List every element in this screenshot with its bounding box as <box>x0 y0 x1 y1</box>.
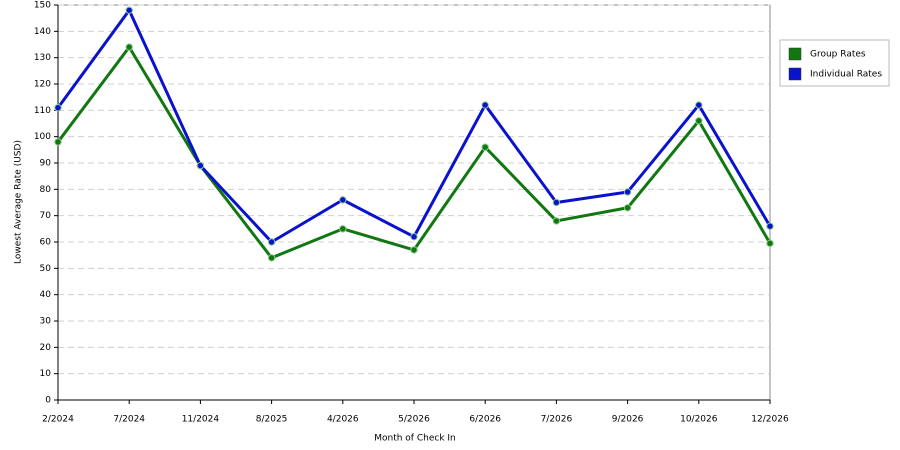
y-tick-label: 20 <box>40 343 52 353</box>
data-point <box>339 196 347 204</box>
y-axis-label: Lowest Average Rate (USD) <box>14 140 24 264</box>
y-tick-label: 70 <box>40 211 52 221</box>
data-point <box>481 101 489 109</box>
data-point <box>267 238 276 246</box>
y-tick-label: 30 <box>40 317 52 327</box>
data-point <box>481 143 489 151</box>
data-point <box>196 161 205 170</box>
y-tick-label: 110 <box>34 106 51 116</box>
legend-label: Group Rates <box>810 50 866 60</box>
x-tick-label: 10/2026 <box>680 415 718 425</box>
x-axis-label: Month of Check In <box>374 434 456 444</box>
y-tick-label: 10 <box>40 369 52 379</box>
y-tick-label: 40 <box>40 290 52 300</box>
y-tick-label: 100 <box>34 132 51 142</box>
data-point <box>766 239 774 248</box>
data-point <box>54 138 62 146</box>
data-point <box>339 225 347 233</box>
data-point <box>695 101 703 109</box>
y-tick-label: 140 <box>34 27 51 37</box>
data-point <box>695 117 703 125</box>
data-point <box>54 104 62 112</box>
y-tick-label: 50 <box>40 264 52 274</box>
data-point <box>552 198 561 207</box>
legend-swatch <box>788 67 802 81</box>
x-tick-label: 5/2026 <box>398 415 430 425</box>
y-tick-label: 0 <box>45 396 51 406</box>
data-point <box>623 204 632 212</box>
data-point <box>125 43 133 51</box>
data-point <box>125 6 133 14</box>
data-point <box>267 254 276 262</box>
plot-area <box>57 4 771 401</box>
y-tick-label: 80 <box>40 185 52 195</box>
data-point <box>623 188 632 196</box>
x-tick-label: 4/2026 <box>327 415 359 425</box>
x-tick-label: 7/2024 <box>113 415 145 425</box>
data-point <box>552 217 561 225</box>
y-tick-label: 120 <box>34 80 51 90</box>
x-tick-label: 8/2025 <box>256 415 288 425</box>
data-point <box>410 233 418 241</box>
y-tick-label: 90 <box>40 159 52 169</box>
x-tick-label: 12/2026 <box>751 415 789 425</box>
x-tick-label: 11/2024 <box>182 415 220 425</box>
x-tick-label: 9/2026 <box>612 415 644 425</box>
legend-label: Individual Rates <box>810 70 882 80</box>
legend-swatch <box>788 47 802 61</box>
x-tick-label: 6/2026 <box>469 415 501 425</box>
data-point <box>410 246 418 254</box>
x-tick-label: 2/2024 <box>42 415 74 425</box>
y-tick-label: 60 <box>40 238 52 248</box>
data-point <box>766 222 774 230</box>
y-tick-label: 130 <box>34 53 51 63</box>
x-tick-label: 7/2026 <box>541 415 573 425</box>
y-tick-label: 150 <box>34 1 51 11</box>
